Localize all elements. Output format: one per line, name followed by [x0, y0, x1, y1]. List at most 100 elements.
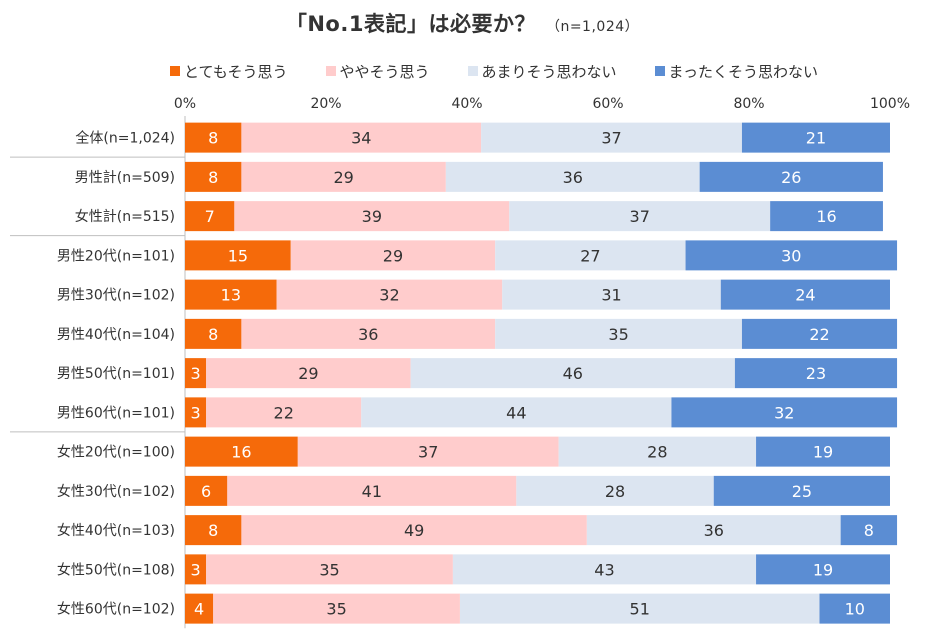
bar-segment	[206, 358, 411, 389]
bar-segment	[770, 201, 883, 232]
bar-segment	[361, 397, 672, 428]
bar-segment	[481, 122, 742, 153]
data-label: 37	[418, 443, 438, 462]
legend-swatch	[467, 66, 478, 76]
bar-segment	[241, 318, 496, 349]
bar-segment	[185, 515, 242, 546]
bar-segment	[459, 593, 820, 624]
data-label: 30	[781, 246, 801, 265]
data-label: 22	[809, 325, 829, 344]
data-label: 24	[795, 286, 815, 305]
bar-segment	[185, 436, 298, 467]
data-label: 36	[358, 325, 378, 344]
legend-item: ややそう思う	[325, 61, 430, 82]
legend-item: あまりそう思わない	[467, 61, 617, 82]
data-label: 35	[608, 325, 628, 344]
bar-segment	[819, 593, 890, 624]
legend: とてもそう思う ややそう思う あまりそう思わない まったくそう思わない	[170, 61, 856, 81]
legend-item: とてもそう思う	[170, 61, 288, 82]
bar-segment	[185, 397, 207, 428]
bar-segment	[495, 240, 686, 271]
bar-segment	[213, 593, 460, 624]
bar-segment	[741, 122, 890, 153]
bar-segment	[241, 161, 446, 192]
category-label: 男性20代(n=101)	[57, 248, 175, 264]
data-label: 3	[190, 364, 200, 383]
legend-label: まったくそう思わない	[668, 62, 818, 81]
bar-segment	[671, 397, 898, 428]
data-label: 32	[774, 403, 794, 422]
bar-segment	[495, 318, 742, 349]
data-label: 21	[806, 129, 826, 148]
data-label: 29	[298, 364, 318, 383]
data-label: 23	[806, 364, 826, 383]
bar-segment	[756, 436, 890, 467]
bar-segment	[586, 515, 841, 546]
bar-segment	[185, 318, 242, 349]
bar-segment	[297, 436, 559, 467]
bar-segment	[206, 554, 453, 585]
category-label: 女性20代(n=100)	[57, 444, 175, 461]
data-label: 49	[404, 521, 424, 540]
bar-segment	[713, 475, 890, 506]
data-label: 22	[274, 403, 294, 422]
data-label: 15	[228, 246, 248, 265]
data-label: 19	[813, 443, 833, 462]
bar-segment	[741, 318, 898, 349]
data-label: 3	[190, 560, 200, 579]
data-label: 16	[816, 207, 836, 226]
bar-segment	[756, 554, 890, 585]
bar-segment	[206, 397, 362, 428]
bar-segment	[516, 475, 714, 506]
bar-segment	[234, 201, 510, 232]
bar-segment	[185, 122, 242, 153]
x-tick-label: 20%	[310, 96, 341, 112]
data-label: 7	[205, 207, 215, 226]
data-label: 34	[351, 129, 371, 148]
bar-segment	[276, 279, 503, 310]
data-label: 43	[594, 560, 614, 579]
data-label: 25	[792, 482, 812, 501]
data-label: 41	[362, 482, 382, 501]
chart-subtitle: （n=1,024）	[545, 19, 640, 35]
data-label: 6	[201, 482, 211, 501]
data-label: 19	[813, 560, 833, 579]
bar-segment	[699, 161, 883, 192]
data-label: 32	[379, 286, 399, 305]
category-label: 女性計(n=515)	[75, 208, 175, 225]
data-label: 36	[704, 521, 724, 540]
data-label: 3	[190, 403, 200, 422]
legend-label: あまりそう思わない	[481, 62, 617, 81]
data-label: 35	[326, 600, 346, 619]
data-label: 35	[319, 560, 339, 579]
legend-label: ややそう思う	[339, 62, 430, 81]
x-tick-label: 0%	[174, 96, 196, 112]
bar-segment	[185, 593, 214, 624]
data-label: 8	[208, 325, 218, 344]
bar-segment	[558, 436, 757, 467]
data-label: 29	[383, 246, 403, 265]
bar-segment	[452, 554, 757, 585]
bar-segment	[241, 515, 587, 546]
bar-segment	[410, 358, 735, 389]
legend-swatch	[170, 66, 180, 76]
category-label: 女性60代(n=102)	[57, 601, 175, 618]
bar-segment	[840, 515, 898, 546]
bar-segment	[685, 240, 898, 271]
category-label: 全体(n=1,024)	[75, 130, 175, 147]
category-label: 女性50代(n=108)	[57, 561, 175, 578]
x-tick-label: 60%	[592, 96, 623, 112]
category-label: 男性60代(n=101)	[57, 405, 175, 421]
data-label: 37	[601, 129, 621, 148]
data-label: 16	[231, 443, 251, 462]
bar-segment	[445, 161, 700, 192]
bar-segment	[720, 279, 890, 310]
data-label: 46	[563, 364, 583, 383]
legend-label: とてもそう思う	[184, 62, 288, 81]
data-label: 31	[601, 286, 621, 305]
legend-item: まったくそう思わない	[654, 61, 818, 82]
data-label: 13	[221, 286, 241, 305]
bar-segment	[185, 201, 235, 232]
bar-segment	[290, 240, 496, 271]
